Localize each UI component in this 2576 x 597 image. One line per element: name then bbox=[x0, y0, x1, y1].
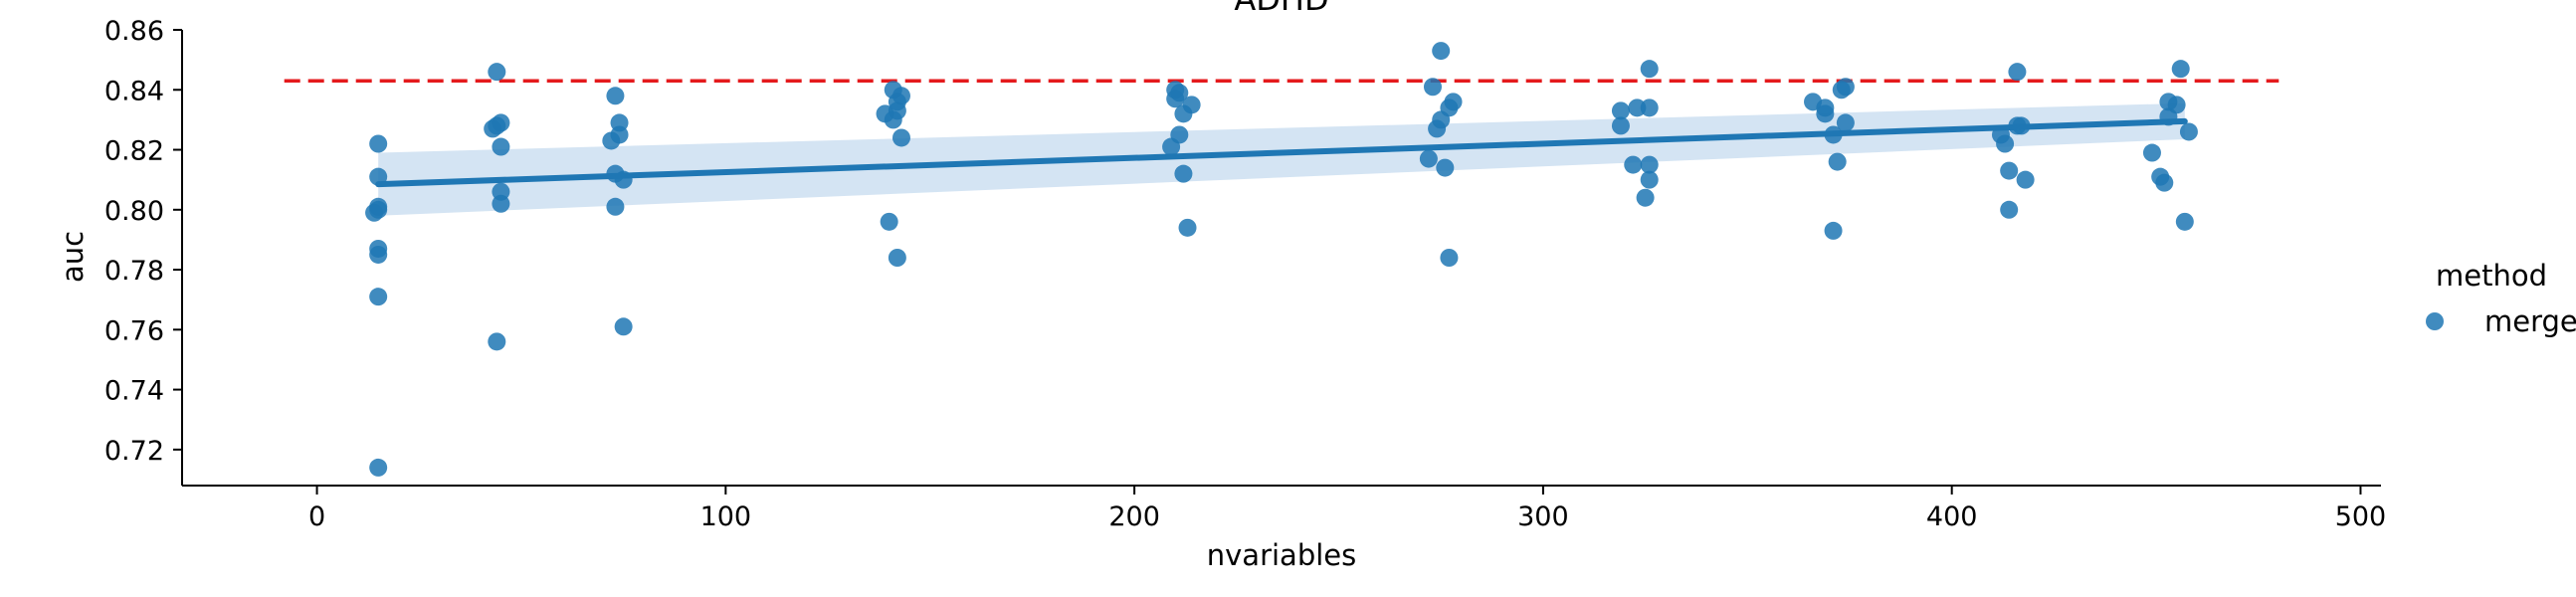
axes: 0 100 200 300 400 500 0.72 0.74 0.76 0.78 0.80 0.8… bbox=[104, 16, 2386, 532]
data-point bbox=[1636, 188, 1655, 207]
data-point bbox=[1628, 99, 1647, 117]
y-tick-label: 0.78 bbox=[104, 256, 164, 287]
data-point bbox=[2179, 122, 2198, 141]
data-point bbox=[888, 249, 906, 267]
data-point bbox=[369, 239, 388, 258]
y-tick-label: 0.82 bbox=[104, 136, 164, 167]
data-point bbox=[1828, 152, 1847, 171]
data-point bbox=[610, 113, 629, 132]
data-point bbox=[1444, 93, 1463, 111]
y-axis-ticks: 0.72 0.74 0.76 0.78 0.80 0.82 0.84 0.86 bbox=[104, 16, 182, 467]
data-point bbox=[369, 288, 388, 306]
data-point bbox=[1640, 60, 1659, 79]
data-point bbox=[880, 212, 898, 231]
data-point bbox=[1804, 93, 1823, 111]
data-point bbox=[2000, 200, 2019, 219]
data-point bbox=[1836, 113, 1855, 132]
y-tick-label: 0.74 bbox=[104, 376, 164, 407]
data-point bbox=[492, 182, 510, 201]
data-point bbox=[369, 197, 388, 216]
x-tick-label: 400 bbox=[1926, 501, 1978, 532]
data-point bbox=[1419, 149, 1438, 168]
x-tick-label: 300 bbox=[1517, 501, 1569, 532]
data-points bbox=[365, 42, 2198, 477]
y-axis-label: auc bbox=[56, 231, 90, 283]
y-tick-label: 0.80 bbox=[104, 196, 164, 227]
data-point bbox=[2167, 96, 2186, 114]
x-tick-label: 0 bbox=[308, 501, 325, 532]
regression-confidence-band bbox=[378, 102, 2185, 216]
data-point bbox=[884, 81, 902, 100]
data-point bbox=[1423, 78, 1442, 97]
data-point bbox=[1440, 249, 1459, 267]
data-point bbox=[2175, 212, 2194, 231]
x-tick-label: 200 bbox=[1108, 501, 1160, 532]
regression-line bbox=[375, 117, 2188, 188]
x-tick-label: 100 bbox=[700, 501, 752, 532]
data-point bbox=[1432, 42, 1451, 61]
data-point bbox=[1824, 221, 1843, 240]
data-point bbox=[1162, 137, 1181, 156]
data-point bbox=[1640, 170, 1659, 189]
data-point bbox=[369, 458, 388, 477]
y-tick-label: 0.76 bbox=[104, 315, 164, 346]
chart-title: ADHD bbox=[1234, 0, 1328, 18]
data-point bbox=[2008, 63, 2027, 82]
data-point bbox=[1836, 78, 1855, 97]
data-point bbox=[2000, 161, 2019, 180]
x-axis-label: nvariables bbox=[1207, 538, 1356, 572]
data-point bbox=[614, 317, 633, 336]
data-point bbox=[2016, 170, 2035, 189]
data-point bbox=[1182, 96, 1201, 114]
data-point bbox=[488, 332, 506, 351]
data-point bbox=[1174, 164, 1193, 183]
y-tick-label: 0.72 bbox=[104, 436, 164, 467]
data-point bbox=[2171, 60, 2190, 79]
data-point bbox=[2151, 167, 2170, 186]
x-tick-label: 500 bbox=[2335, 501, 2387, 532]
data-point bbox=[1640, 155, 1659, 174]
plot-area bbox=[284, 42, 2279, 477]
y-tick-label: 0.84 bbox=[104, 76, 164, 106]
legend-marker-merge bbox=[2426, 312, 2444, 330]
data-point bbox=[2142, 143, 2161, 162]
data-point bbox=[369, 134, 388, 153]
data-point bbox=[1640, 99, 1659, 117]
data-point bbox=[1624, 155, 1643, 174]
data-point bbox=[1436, 158, 1455, 177]
y-tick-label: 0.86 bbox=[104, 16, 164, 47]
x-axis-ticks: 0 100 200 300 400 500 bbox=[308, 486, 2386, 532]
data-point bbox=[606, 87, 625, 105]
data-point bbox=[606, 197, 625, 216]
data-point bbox=[492, 113, 510, 132]
data-point bbox=[1611, 116, 1630, 135]
data-point bbox=[892, 128, 910, 147]
legend-title: method bbox=[2436, 259, 2547, 293]
data-point bbox=[1178, 218, 1197, 237]
data-point bbox=[1166, 81, 1185, 100]
legend-label-merge: merge bbox=[2484, 304, 2576, 338]
data-point bbox=[1611, 101, 1630, 120]
data-point bbox=[492, 137, 510, 156]
legend: method merge bbox=[2426, 259, 2576, 338]
data-point bbox=[488, 63, 506, 82]
